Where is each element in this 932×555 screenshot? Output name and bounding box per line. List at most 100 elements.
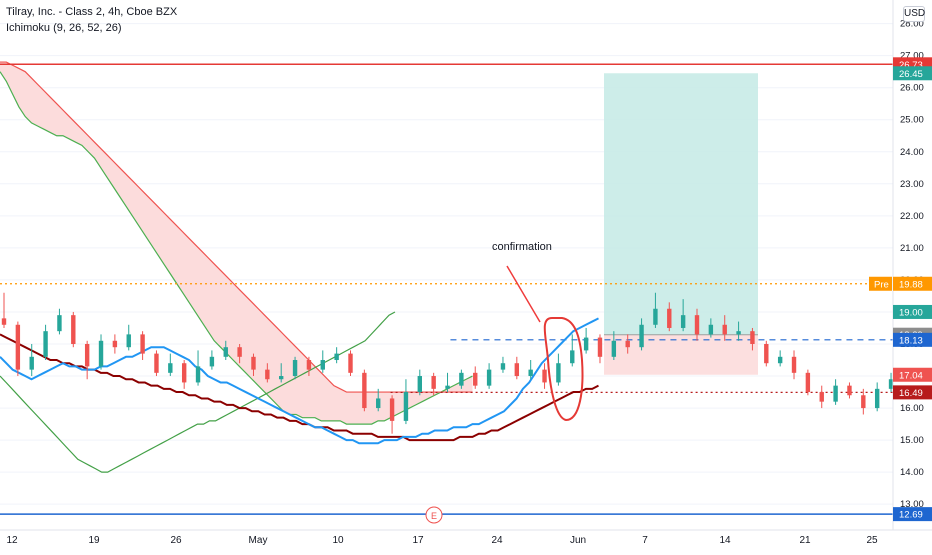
senkou-span-b-line: [0, 61, 473, 393]
candle-body: [500, 363, 506, 370]
price-label-text: 12.69: [899, 510, 923, 521]
candle-body: [833, 385, 838, 402]
currency-button[interactable]: USD: [903, 6, 925, 22]
annotation-arrow: [506, 265, 541, 323]
candle-body: [708, 324, 714, 335]
earnings-marker-icon: [425, 506, 443, 524]
candle-body: [84, 343, 90, 367]
price-label: [893, 276, 932, 291]
annotation-text: confirmation: [492, 241, 552, 253]
price-label-text: 19.88: [899, 279, 923, 290]
candle-body: [528, 369, 533, 377]
candle-body: [445, 385, 450, 389]
price-tick-label: 23.00: [900, 179, 924, 190]
candle-body: [556, 363, 561, 383]
candle-body: [57, 315, 62, 332]
target-zone: [604, 73, 758, 335]
price-label-text: 19.00: [899, 307, 923, 318]
candle-body: [334, 353, 339, 361]
candle-body: [195, 366, 201, 383]
candle-body: [722, 324, 727, 335]
candle-body: [251, 356, 256, 370]
candle-body: [874, 388, 880, 409]
time-tick-label: 17: [412, 535, 424, 546]
candle-body: [223, 347, 228, 357]
candle-body: [459, 372, 464, 386]
price-tick-label: 26.00: [900, 83, 924, 94]
candle-body: [680, 315, 686, 328]
candle-body: [514, 363, 520, 377]
candle-body: [542, 369, 547, 383]
time-tick-label: 26: [170, 535, 182, 546]
price-axis: [893, 0, 932, 550]
price-label: [893, 332, 932, 347]
price-label-text: 16.49: [899, 388, 923, 399]
candle-body: [306, 360, 312, 370]
candle-body: [29, 356, 34, 370]
chikou-span-line: [0, 311, 396, 473]
candle-body: [265, 369, 270, 380]
candle-body: [764, 343, 769, 364]
candle-body: [98, 340, 104, 367]
indicator-legend[interactable]: Ichimoku (9, 26, 52, 26): [6, 22, 122, 34]
price-tick-label: 14.00: [900, 467, 924, 478]
candle-body: [597, 337, 603, 357]
candle-body: [736, 331, 741, 335]
price-tick-label: 21.00: [900, 243, 924, 254]
candle-body: [694, 315, 700, 335]
pre-market-tag-label: Pre: [874, 279, 889, 290]
price-label: [893, 367, 932, 382]
kijun-sen-line: [0, 333, 599, 442]
tenkan-sen-line: [0, 317, 599, 445]
price-label: [893, 385, 932, 400]
price-label-text: 17.04: [899, 370, 923, 381]
candle-body: [653, 308, 658, 325]
candle-body: [43, 331, 48, 357]
price-tick-label: 24.00: [900, 147, 924, 158]
time-tick-label: 19: [88, 535, 100, 546]
candle-body: [237, 347, 242, 357]
price-label-text: 18.13: [899, 335, 923, 346]
candle-body: [209, 356, 215, 367]
candle-body: [888, 379, 894, 389]
price-tick-label: 15.00: [900, 435, 924, 446]
candle-body: [348, 353, 353, 373]
price-label: [893, 66, 932, 81]
time-tick-label: Jun: [570, 535, 586, 546]
price-tick-label: 22.00: [900, 211, 924, 222]
price-label: [893, 507, 932, 522]
pre-market-tag: [869, 276, 892, 291]
price-label-text: 26.73: [899, 60, 923, 71]
candle-body: [847, 385, 852, 396]
candle-body: [570, 350, 575, 364]
time-tick-label: 21: [799, 535, 811, 546]
time-tick-label: 14: [719, 535, 731, 546]
candle-body: [625, 340, 630, 348]
candle-body: [639, 324, 644, 348]
candle-body: [473, 372, 478, 386]
candle-body: [805, 372, 811, 393]
candle-body: [154, 353, 159, 373]
stop-zone: [604, 334, 758, 375]
time-tick-label: May: [249, 535, 268, 546]
candle-body: [583, 337, 589, 351]
candle-body: [861, 395, 866, 409]
candle-body: [1, 318, 7, 325]
time-tick-label: 25: [866, 535, 878, 546]
candle-body: [292, 360, 298, 377]
candle-body: [389, 398, 395, 421]
symbol-title[interactable]: Tilray, Inc. - Class 2, 4h, Cboe BZX: [6, 6, 178, 18]
candle-body: [112, 340, 118, 348]
price-tick-label: 27.00: [900, 51, 924, 62]
candle-body: [611, 340, 617, 357]
price-tick-label: 13.00: [900, 499, 924, 510]
kumo-cloud: [0, 62, 473, 425]
candle-body: [431, 376, 436, 389]
earnings-marker-label: E: [431, 511, 437, 521]
candle-body: [168, 363, 173, 373]
candle-body: [15, 324, 21, 370]
candle-body: [71, 315, 76, 344]
price-label-text: 26.45: [899, 69, 923, 80]
